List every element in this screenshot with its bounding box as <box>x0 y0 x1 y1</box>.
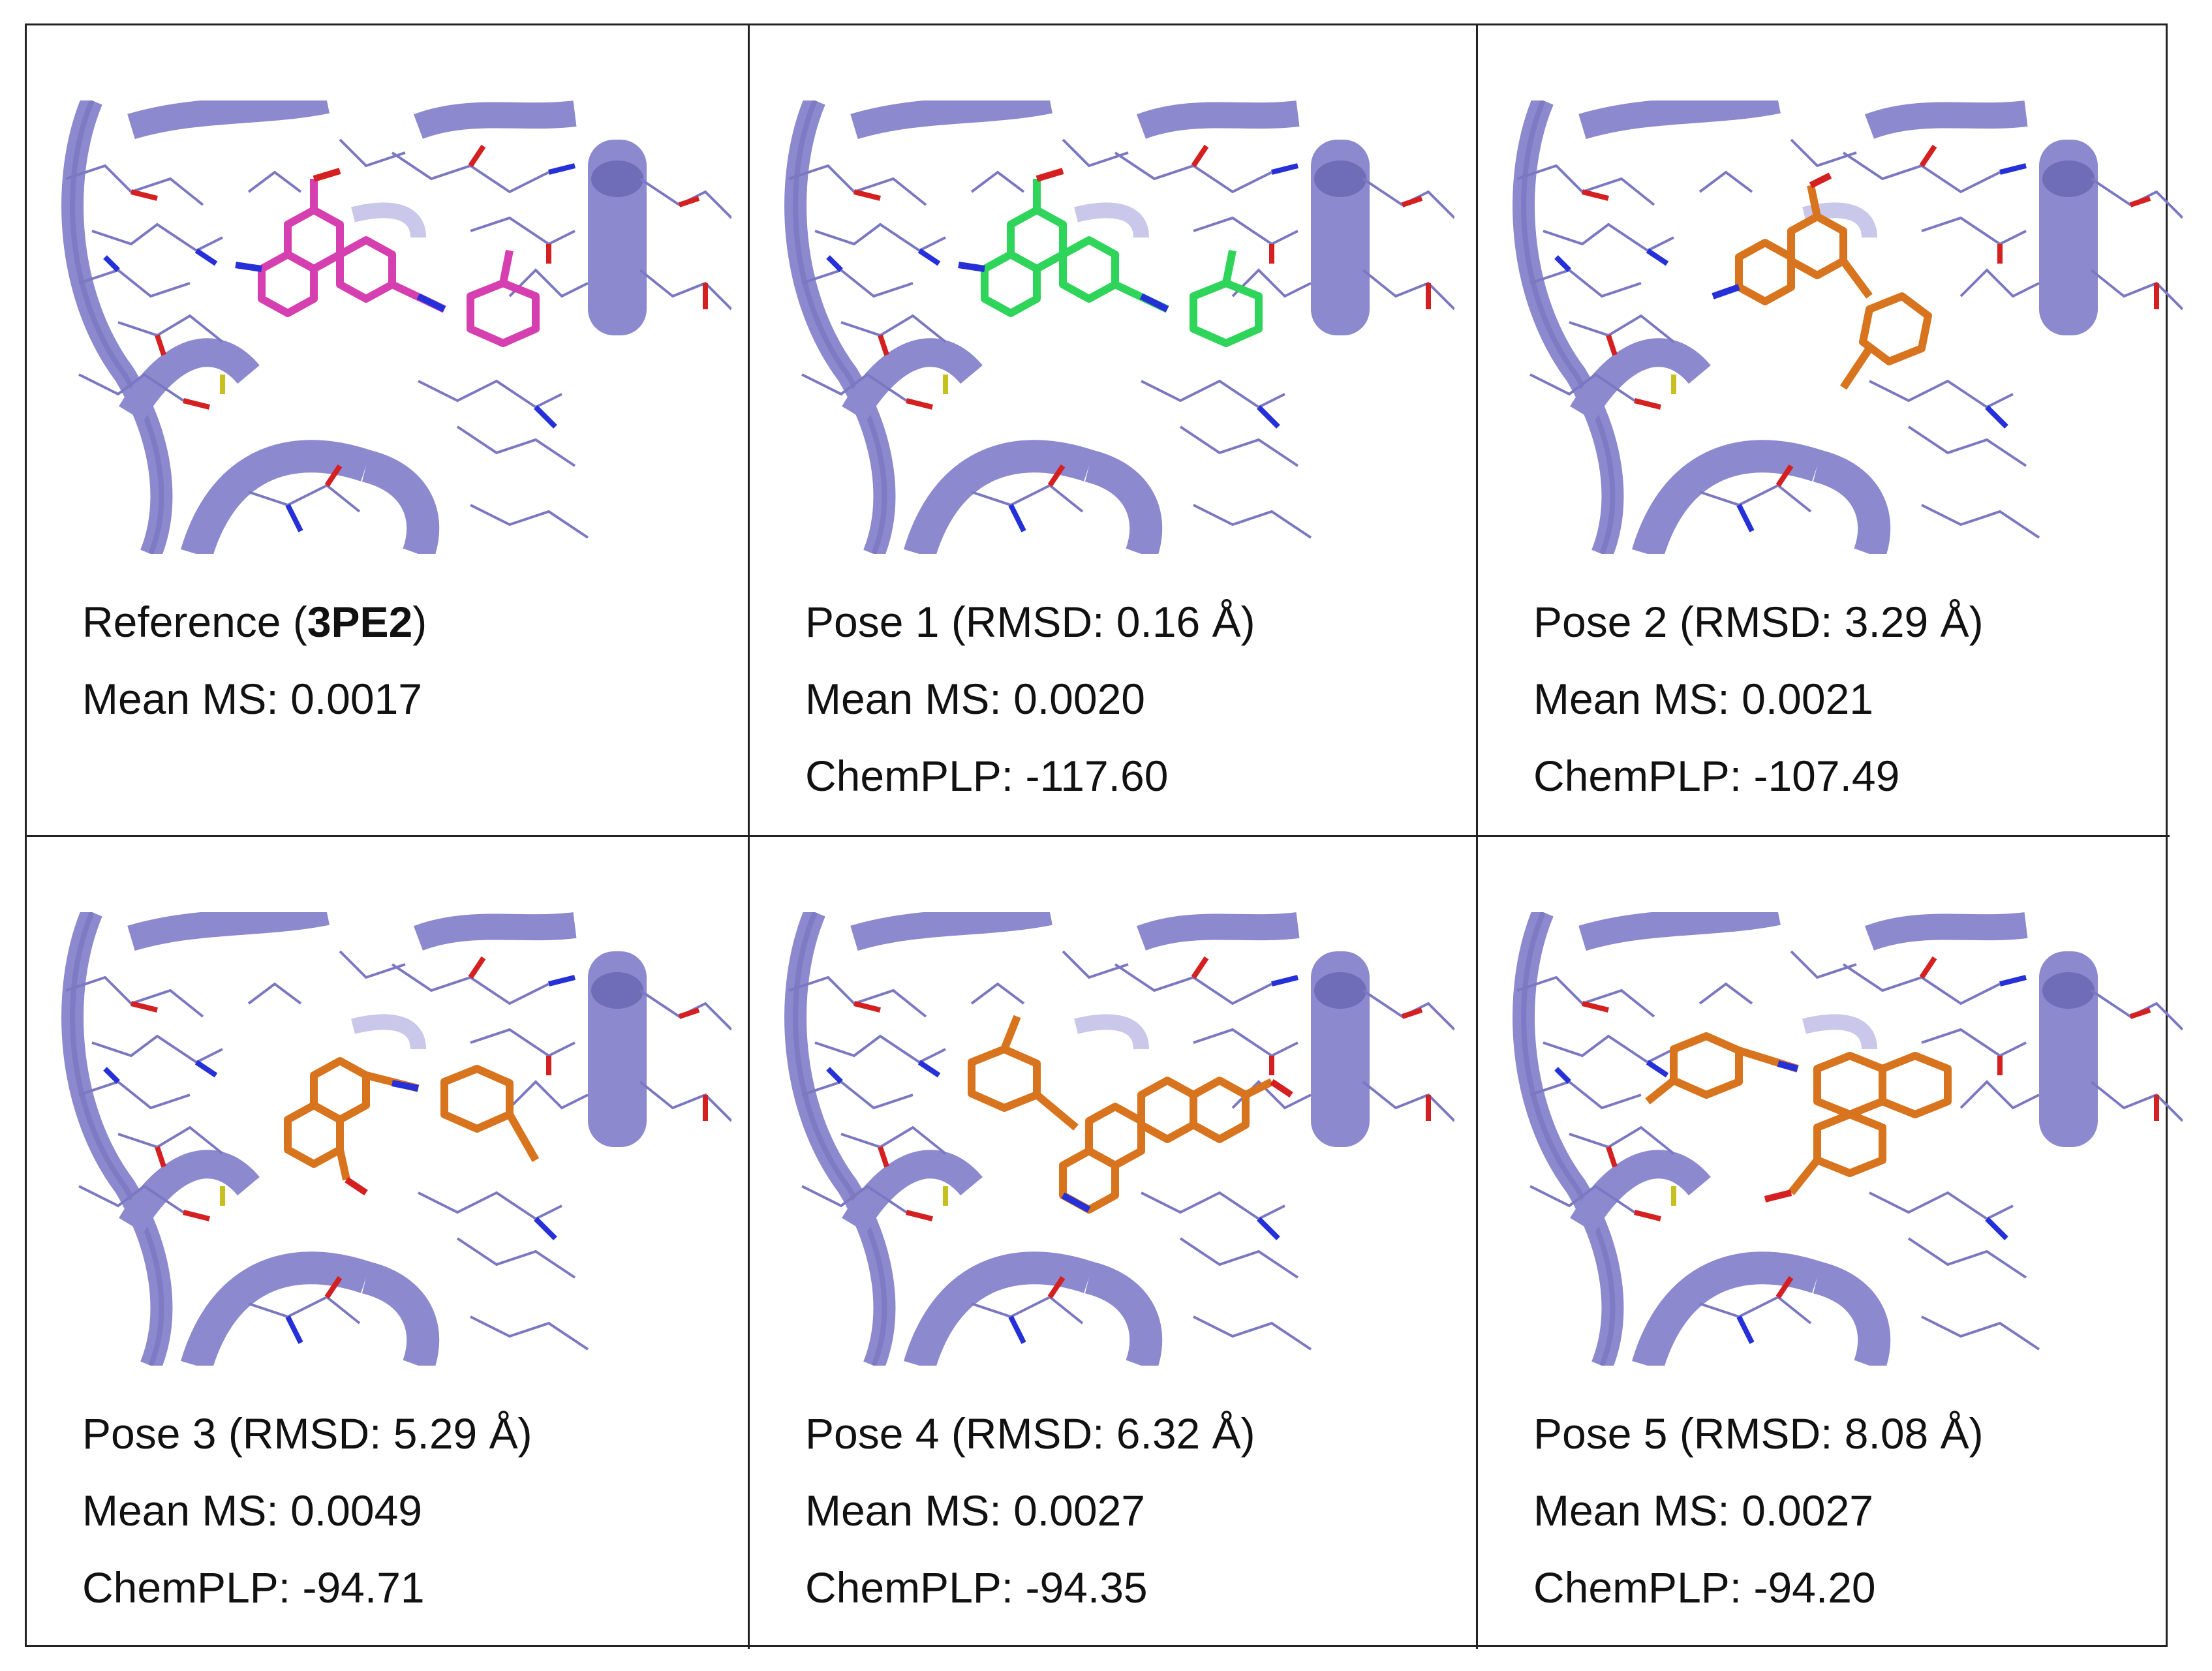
pose-1-structure-image <box>776 100 1454 554</box>
pose-4-structure-image <box>776 912 1454 1366</box>
chemplp-score: ChemPLP: -117.60 <box>805 752 1169 800</box>
pose-3-caption: Pose 3 (RMSD: 5.29 Å) Mean MS: 0.0049 Ch… <box>82 1395 532 1626</box>
chemplp-score: ChemPLP: -107.49 <box>1533 752 1900 800</box>
pose-label: Pose 3 (RMSD: 5.29 Å) <box>82 1409 532 1458</box>
pdb-code: 3PE2 <box>307 598 413 646</box>
protein-ligand-render <box>776 100 1454 554</box>
reference-structure-image <box>53 100 731 554</box>
ligand-pose-4 <box>968 1015 1274 1214</box>
pose-1-caption: Pose 1 (RMSD: 0.16 Å) Mean MS: 0.0020 Ch… <box>805 583 1255 814</box>
pose-3-structure-image <box>53 912 731 1366</box>
panel-reference: Reference (3PE2) Mean MS: 0.0017 <box>27 25 750 837</box>
pose-2-structure-image <box>1504 100 2183 554</box>
chemplp-score: ChemPLP: -94.35 <box>805 1563 1148 1612</box>
protein-ligand-render <box>1504 912 2183 1366</box>
chemplp-score: ChemPLP: -94.71 <box>82 1563 425 1612</box>
pose-comparison-table: Reference (3PE2) Mean MS: 0.0017 <box>25 23 2170 1649</box>
protein-ligand-render <box>1504 100 2183 554</box>
pose-label: Pose 4 (RMSD: 6.32 Å) <box>805 1409 1255 1458</box>
panel-pose-1: Pose 1 (RMSD: 0.16 Å) Mean MS: 0.0020 Ch… <box>750 25 1478 837</box>
mean-ms-value: Mean MS: 0.0049 <box>82 1486 422 1535</box>
mean-ms-value: Mean MS: 0.0017 <box>82 675 422 723</box>
reference-caption: Reference (3PE2) Mean MS: 0.0017 <box>82 583 427 737</box>
panel-pose-4: Pose 4 (RMSD: 6.32 Å) Mean MS: 0.0027 Ch… <box>750 837 1478 1649</box>
ligand-pose-1 <box>981 179 1263 347</box>
mean-ms-value: Mean MS: 0.0020 <box>805 675 1145 723</box>
panel-pose-2: Pose 2 (RMSD: 3.29 Å) Mean MS: 0.0021 Ch… <box>1478 25 2170 837</box>
reference-label: Reference (3PE2) <box>82 598 427 646</box>
pose-5-caption: Pose 5 (RMSD: 8.08 Å) Mean MS: 0.0027 Ch… <box>1533 1395 1984 1626</box>
mean-ms-value: Mean MS: 0.0021 <box>1533 675 1873 723</box>
protein-ligand-render <box>776 912 1454 1366</box>
pose-5-structure-image <box>1504 912 2183 1366</box>
pose-label: Pose 5 (RMSD: 8.08 Å) <box>1533 1409 1984 1458</box>
mean-ms-value: Mean MS: 0.0027 <box>805 1486 1145 1535</box>
mean-ms-value: Mean MS: 0.0027 <box>1533 1486 1873 1535</box>
panel-pose-5: Pose 5 (RMSD: 8.08 Å) Mean MS: 0.0027 Ch… <box>1478 837 2170 1649</box>
protein-ligand-render <box>53 912 731 1366</box>
pose-label: Pose 1 (RMSD: 0.16 Å) <box>805 598 1255 646</box>
ligand-reference <box>258 179 540 347</box>
chemplp-score: ChemPLP: -94.20 <box>1533 1563 1876 1612</box>
pose-2-caption: Pose 2 (RMSD: 3.29 Å) Mean MS: 0.0021 Ch… <box>1533 583 1984 814</box>
protein-ligand-render <box>53 100 731 554</box>
pose-4-caption: Pose 4 (RMSD: 6.32 Å) Mean MS: 0.0027 Ch… <box>805 1395 1255 1626</box>
panel-pose-3: Pose 3 (RMSD: 5.29 Å) Mean MS: 0.0049 Ch… <box>27 837 750 1649</box>
ligand-pose-3 <box>284 1057 540 1181</box>
pose-label: Pose 2 (RMSD: 3.29 Å) <box>1533 598 1984 646</box>
